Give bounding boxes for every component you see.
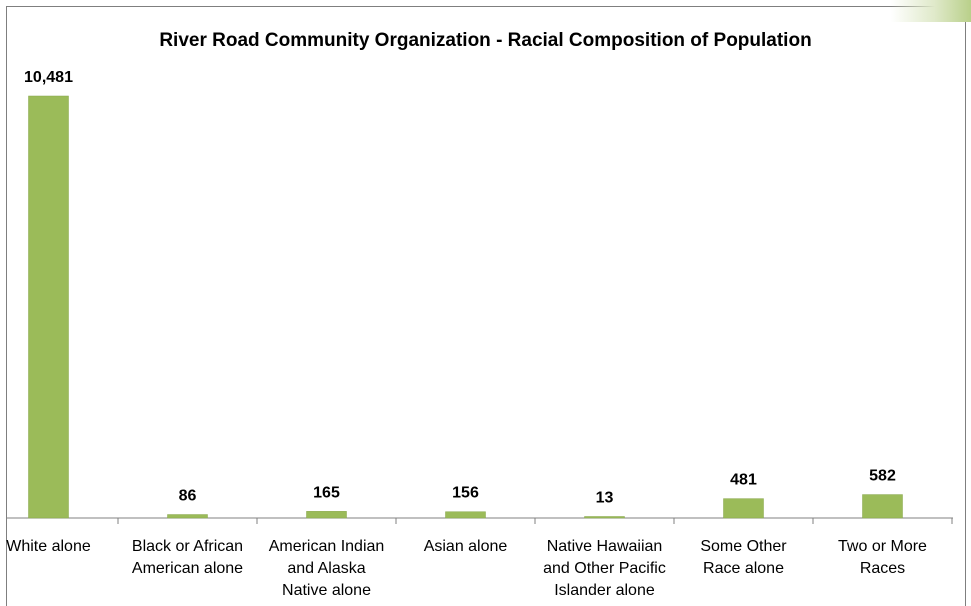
data-label: 165	[313, 484, 340, 501]
x-tick-label: American alone	[132, 560, 243, 577]
bar	[167, 514, 208, 519]
chart-title: River Road Community Organization - Raci…	[159, 30, 812, 51]
bar	[723, 498, 764, 519]
bar	[862, 494, 903, 519]
data-label: 481	[730, 472, 757, 489]
bar	[306, 511, 347, 519]
bar-series	[28, 95, 903, 519]
data-label: 156	[452, 485, 479, 502]
x-tick-label: and Other Pacific	[543, 560, 666, 577]
bar	[445, 511, 486, 519]
data-label: 86	[179, 488, 197, 505]
x-tick-label: Race alone	[703, 560, 784, 577]
x-tick-label: Asian alone	[424, 538, 508, 555]
x-tick-label: Native alone	[282, 582, 371, 599]
x-tick-labels: White alone Black or African American alon…	[6, 538, 927, 599]
chart-frame	[6, 6, 966, 606]
x-tick-label: Some Other	[700, 538, 787, 555]
x-tick-label: and Alaska	[287, 560, 365, 577]
x-tick-label: Islander alone	[554, 582, 655, 599]
x-tick-label: Two or More	[838, 538, 927, 555]
corner-accent	[891, 0, 971, 22]
data-label: 10,481	[24, 69, 73, 86]
bar	[28, 95, 69, 519]
x-tick-label: American Indian	[269, 538, 385, 555]
bar	[584, 516, 625, 519]
x-tick-label: White alone	[6, 538, 91, 555]
x-tick-label: Black or African	[132, 538, 243, 555]
x-tick-label: Races	[860, 560, 905, 577]
x-tick-label: Native Hawaiian	[547, 538, 663, 555]
data-label: 582	[869, 468, 896, 485]
data-labels: 10,481 86 165 156 13 481 582	[24, 69, 896, 507]
x-axis	[6, 517, 953, 524]
data-label: 13	[596, 490, 614, 507]
